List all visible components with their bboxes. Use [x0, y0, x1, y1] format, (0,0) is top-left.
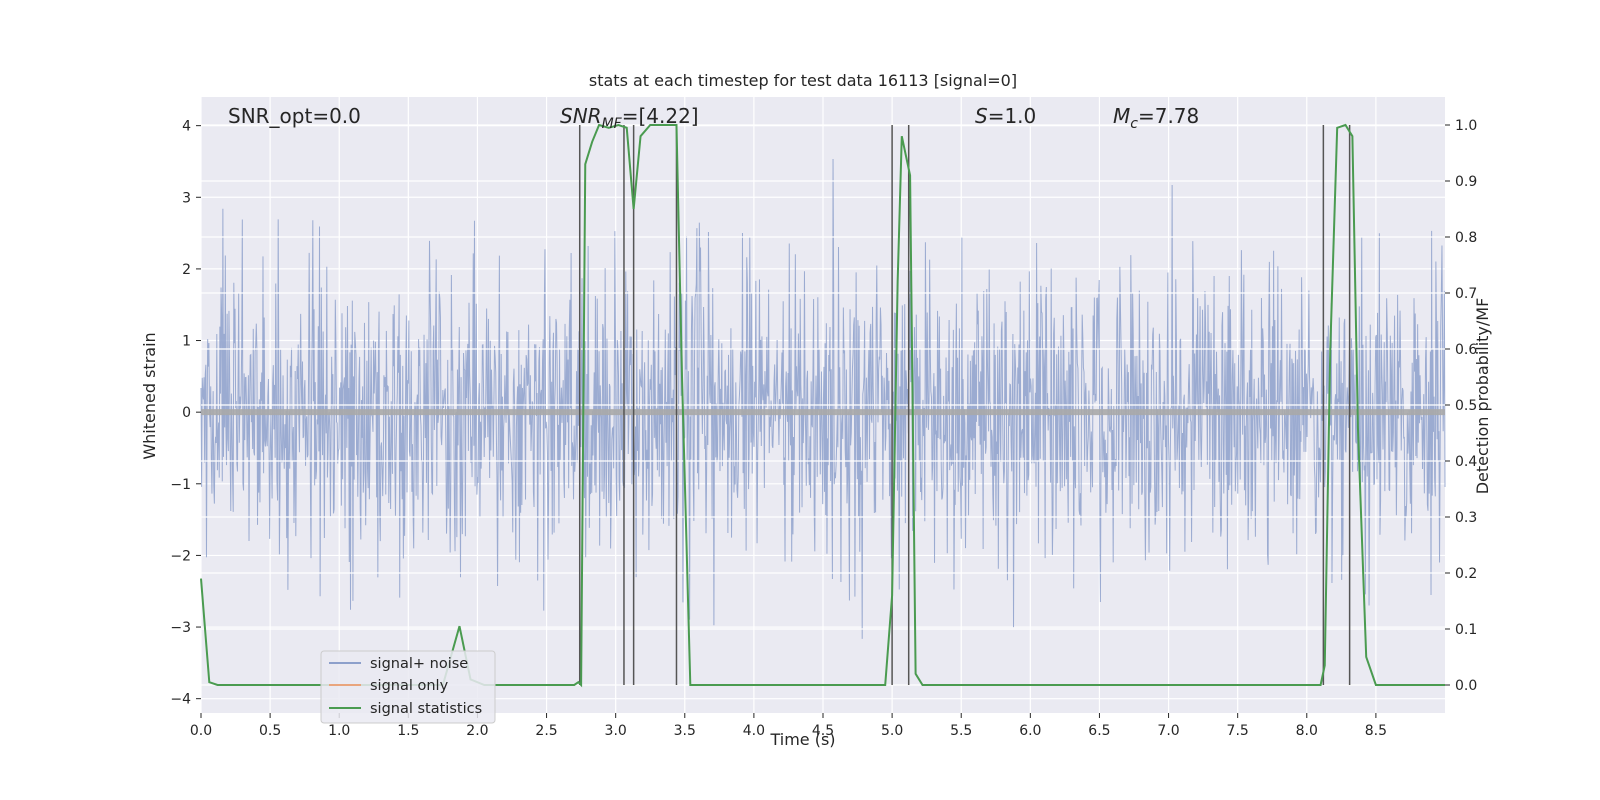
x-tick-label: 7.0: [1157, 723, 1179, 739]
annotation-mc-value: =7.78: [1138, 104, 1199, 128]
legend-label-signal-only: signal only: [370, 678, 449, 694]
annotation-snr-mf-sub: MF: [602, 116, 623, 132]
x-tick-label: 6.0: [1019, 723, 1041, 739]
vertical-lines: [578, 125, 1351, 685]
x-tick-label: 0.0: [190, 723, 212, 739]
x-axis-label: Time (s): [769, 730, 835, 749]
x-tick-label: 5.5: [950, 723, 972, 739]
annotation-snr-opt: SNR_opt=0.0: [228, 104, 361, 128]
annotation-mc-sub: c: [1130, 116, 1138, 132]
annotation-s: S=1.0: [975, 104, 1036, 128]
y-left-tick-label: −2: [170, 548, 191, 564]
annotation-s-value: =1.0: [988, 104, 1037, 128]
y-left-tick-label: 1: [182, 334, 191, 350]
y-left-tick-label: −3: [170, 620, 191, 636]
y-right-tick-label: 0.7: [1455, 286, 1477, 302]
x-tick-label: 4.0: [743, 723, 765, 739]
annotation-snr-mf-value: =[4.22]: [622, 104, 699, 128]
legend: signal+ noise signal only signal statist…: [320, 650, 496, 724]
x-tick-label: 5.0: [881, 723, 903, 739]
x-tick-label: 3.5: [674, 723, 696, 739]
legend-box: [320, 650, 496, 724]
y-left-tick-label: −4: [170, 692, 191, 708]
y-left-tick-label: 2: [182, 262, 191, 278]
signal-plus-noise-line: [200, 159, 1446, 639]
y-left-tick-label: −1: [170, 477, 191, 493]
x-axis-ticks: 0.0 0.5 1.0 1.5 2.0 2.5 3.0 3.5 4.0 4.5 5.0 5.5 6.0 6…: [190, 713, 1387, 739]
x-tick-label: 7.5: [1227, 723, 1249, 739]
x-tick-label: 2.0: [466, 723, 488, 739]
chart-title: stats at each timestep for test data 161…: [589, 71, 1017, 90]
x-tick-label: 0.5: [259, 723, 281, 739]
y-axis-left-label: Whitened strain: [140, 332, 159, 459]
y-right-tick-label: 0.1: [1455, 622, 1477, 638]
y-right-tick-label: 0.8: [1455, 230, 1477, 246]
x-tick-label: 8.0: [1296, 723, 1318, 739]
annotation-snr-mf-main: SNR: [560, 104, 602, 128]
x-tick-label: 1.0: [328, 723, 350, 739]
y-right-tick-label: 1.0: [1455, 118, 1477, 134]
y-left-tick-label: 0: [182, 405, 191, 421]
y-right-tick-label: 0.4: [1455, 454, 1477, 470]
x-tick-label: 4.5: [812, 723, 834, 739]
series-signal-plus-noise: [200, 159, 1446, 639]
x-tick-label: 8.5: [1365, 723, 1387, 739]
y-axis-right-ticks: 0.0 0.1 0.2 0.3 0.4 0.5 0.6 0.7 0.8 0.9 1.0: [1445, 118, 1477, 694]
x-tick-label: 6.5: [1088, 723, 1110, 739]
right-axis-grid: [201, 124, 1445, 686]
x-tick-label: 1.5: [397, 723, 419, 739]
y-right-tick-label: 0.6: [1455, 342, 1477, 358]
annotation-mc-main: M: [1113, 104, 1130, 128]
y-right-tick-label: 0.2: [1455, 566, 1477, 582]
y-axis-right-label: Detection probability/MF: [1473, 298, 1492, 495]
annotation-snr-mf: SNRMF=[4.22]: [560, 104, 699, 132]
legend-label-signal-statistics: signal statistics: [370, 701, 482, 717]
y-right-tick-label: 0.9: [1455, 174, 1477, 190]
annotation-s-main: S: [975, 104, 988, 128]
legend-label-signal-plus-noise: signal+ noise: [370, 656, 468, 672]
y-left-tick-label: 4: [182, 119, 191, 135]
x-tick-label: 3.0: [605, 723, 627, 739]
y-axis-left-ticks: −4 −3 −2 −1 0 1 2 3 4: [170, 119, 201, 708]
y-right-tick-label: 0.0: [1455, 678, 1477, 694]
y-left-tick-label: 3: [182, 190, 191, 206]
y-right-tick-label: 0.5: [1455, 398, 1477, 414]
y-right-tick-label: 0.3: [1455, 510, 1477, 526]
x-tick-label: 2.5: [535, 723, 557, 739]
annotation-mc: Mc=7.78: [1113, 104, 1199, 132]
